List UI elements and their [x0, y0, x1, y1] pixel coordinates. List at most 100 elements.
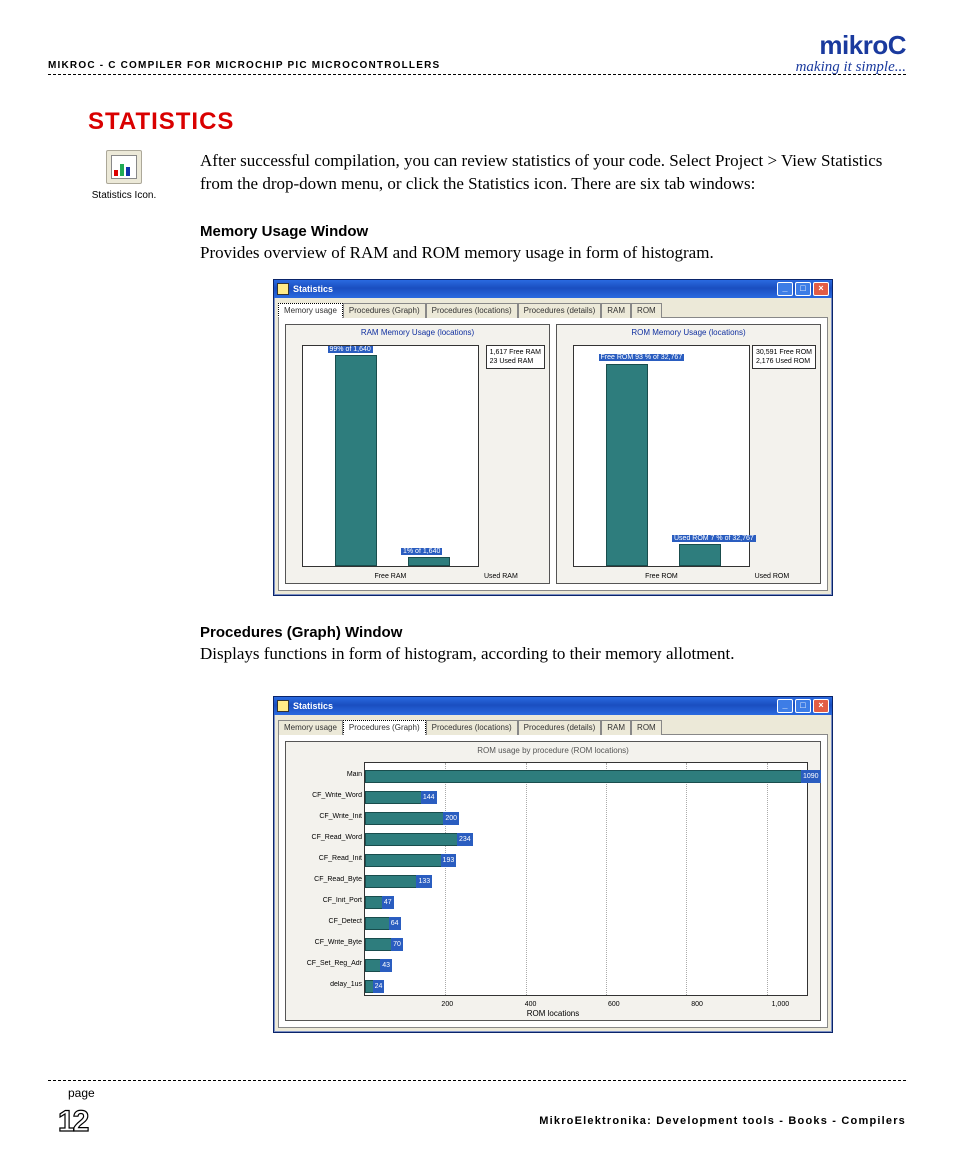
chart-title: ROM usage by procedure (ROM locations)	[286, 742, 820, 759]
x-tick-label: 200	[441, 1001, 453, 1008]
tab-strip: Memory usageProcedures (Graph)Procedures…	[274, 298, 832, 317]
subsection-desc: Displays functions in form of histogram,…	[200, 643, 906, 666]
chart-bar	[606, 364, 648, 566]
bar-value-label: 144	[421, 791, 437, 804]
memory-chart-panel: ROM Memory Usage (locations) Free ROM 93 …	[556, 324, 821, 584]
close-button[interactable]: ×	[813, 699, 829, 713]
tab-rom[interactable]: ROM	[631, 720, 662, 735]
bar-value-label: Used ROM 7 % of 32,767	[672, 535, 756, 542]
icon-caption: Statistics Icon.	[48, 190, 200, 201]
chart-row: CF_Read_Init193	[365, 851, 807, 869]
tab-memory-usage[interactable]: Memory usage	[278, 720, 343, 735]
y-axis-label: CF_Write_Init	[288, 813, 362, 820]
tab-procedures-graph-[interactable]: Procedures (Graph)	[343, 720, 426, 735]
y-axis-label: delay_1us	[288, 981, 362, 988]
maximize-button[interactable]: □	[795, 699, 811, 713]
x-tick-label: 600	[608, 1001, 620, 1008]
window-titlebar[interactable]: Statistics _ □ ×	[274, 697, 832, 715]
bar-value-label: 234	[457, 833, 473, 846]
chart-bar	[679, 544, 721, 566]
y-axis-label: CF_Write_Word	[288, 792, 362, 799]
x-tick-label: 800	[691, 1001, 703, 1008]
x-axis-label: Free RAM	[365, 573, 415, 580]
chart-bar	[365, 812, 445, 825]
y-axis-label: CF_Init_Port	[288, 897, 362, 904]
header-logo: mikroC making it simple...	[796, 30, 906, 76]
tab-procedures-graph-[interactable]: Procedures (Graph)	[343, 303, 426, 318]
tab-strip: Memory usageProcedures (Graph)Procedures…	[274, 715, 832, 734]
chart-bar	[335, 355, 377, 566]
bar-value-label: 99% of 1,640	[328, 346, 373, 353]
chart-row: delay_1us24	[365, 977, 807, 995]
procedures-chart: ROM usage by procedure (ROM locations) M…	[285, 741, 821, 1021]
chart-legend: 30,591 Free ROM2,176 Used ROM	[752, 345, 816, 369]
tab-rom[interactable]: ROM	[631, 303, 662, 318]
chart-title: RAM Memory Usage (locations)	[286, 325, 549, 340]
page-label: page	[68, 1086, 95, 1100]
bar-value-label: 1% of 1,640	[401, 548, 442, 555]
tab-procedures-locations-[interactable]: Procedures (locations)	[426, 303, 518, 318]
y-axis-label: CF_Read_Word	[288, 834, 362, 841]
subsection-title: Procedures (Graph) Window	[200, 624, 906, 641]
y-axis-label: CF_Read_Byte	[288, 876, 362, 883]
tab-procedures-details-[interactable]: Procedures (details)	[518, 720, 602, 735]
section-title: STATISTICS	[88, 108, 906, 136]
close-button[interactable]: ×	[813, 282, 829, 296]
x-axis-label: Used RAM	[476, 573, 526, 580]
logo-text: mikroC	[796, 30, 906, 61]
subsection-title: Memory Usage Window	[200, 223, 906, 240]
chart-bar	[365, 938, 393, 951]
window-title: Statistics	[293, 701, 333, 711]
window-title: Statistics	[293, 284, 333, 294]
bar-value-label: 43	[380, 959, 392, 972]
chart-row: CF_Write_Byte70	[365, 935, 807, 953]
chart-row: CF_Read_Word234	[365, 830, 807, 848]
chart-bar	[365, 917, 391, 930]
chart-row: CF_Write_Word144	[365, 788, 807, 806]
intro-paragraph: After successful compilation, you can re…	[200, 150, 906, 196]
chart-legend: 1,617 Free RAM23 Used RAM	[486, 345, 545, 369]
minimize-button[interactable]: _	[777, 699, 793, 713]
window-titlebar[interactable]: Statistics _ □ ×	[274, 280, 832, 298]
y-axis-label: CF_Write_Byte	[288, 939, 362, 946]
chart-bar	[408, 557, 450, 566]
chart-row: Main1090	[365, 767, 807, 785]
y-axis-label: Main	[288, 771, 362, 778]
tab-ram[interactable]: RAM	[601, 720, 631, 735]
memory-chart-panel: RAM Memory Usage (locations) 99% of 1,640…	[285, 324, 550, 584]
footer-text: MikroElektronika: Development tools - Bo…	[539, 1115, 906, 1127]
chart-bar	[365, 854, 443, 867]
window-icon	[277, 283, 289, 295]
chart-row: CF_Read_Byte133	[365, 872, 807, 890]
chart-plot-area: 99% of 1,640 1% of 1,640	[302, 345, 479, 567]
minimize-button[interactable]: _	[777, 282, 793, 296]
bar-value-label: Free ROM 93 % of 32,767	[599, 354, 685, 361]
subsection-desc: Provides overview of RAM and ROM memory …	[200, 242, 906, 265]
bar-value-label: 64	[389, 917, 401, 930]
chart-row: CF_Detect64	[365, 914, 807, 932]
tab-memory-usage[interactable]: Memory usage	[278, 303, 343, 318]
x-tick-label: 400	[525, 1001, 537, 1008]
bar-value-label: 47	[382, 896, 394, 909]
window-icon	[277, 700, 289, 712]
statistics-icon	[106, 150, 142, 184]
header-divider	[48, 74, 906, 75]
chart-row: CF_Write_Init200	[365, 809, 807, 827]
y-axis-label: CF_Set_Reg_Adr	[288, 960, 362, 967]
chart-row: CF_Set_Reg_Adr43	[365, 956, 807, 974]
page-header: mikroC - C Compiler for Microchip PIC mi…	[48, 30, 906, 80]
chart-title: ROM Memory Usage (locations)	[557, 325, 820, 340]
tab-ram[interactable]: RAM	[601, 303, 631, 318]
chart-bar	[365, 770, 803, 783]
maximize-button[interactable]: □	[795, 282, 811, 296]
x-tick-label: 1,000	[772, 1001, 790, 1008]
chart-x-axis-label: ROM locations	[527, 1009, 579, 1018]
tab-procedures-locations-[interactable]: Procedures (locations)	[426, 720, 518, 735]
page-number: 12	[58, 1105, 87, 1139]
chart-plot-area: Free ROM 93 % of 32,767Used ROM 7 % of 3…	[573, 345, 750, 567]
bar-value-label: 200	[443, 812, 459, 825]
bar-value-label: 1090	[801, 770, 821, 783]
statistics-window-memory: Statistics _ □ × Memory usageProcedures …	[273, 279, 833, 596]
chart-bar	[365, 875, 418, 888]
tab-procedures-details-[interactable]: Procedures (details)	[518, 303, 602, 318]
